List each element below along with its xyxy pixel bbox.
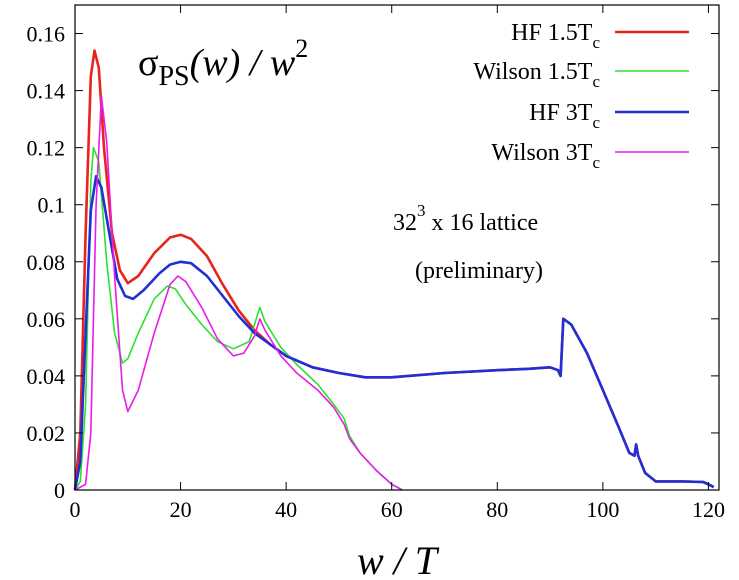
chart-title: σPS(w) / w2 (138, 34, 308, 92)
series-line-2 (74, 146, 403, 491)
x-tick-label: 20 (170, 497, 192, 522)
preliminary-annotation: (preliminary) (415, 258, 543, 284)
y-tick-label: 0.02 (27, 421, 66, 446)
legend-label-3: HF 3Tc (529, 100, 600, 132)
legend-label-2: Wilson 1.5Tc (473, 59, 600, 91)
y-tick-label: 0 (54, 478, 65, 503)
legend-label-4: Wilson 3Tc (491, 140, 600, 172)
x-tick-label: 80 (486, 497, 508, 522)
y-tick-label: 0.12 (27, 136, 66, 161)
y-tick-label: 0.1 (38, 193, 66, 218)
legend-label-1: HF 1.5Tc (511, 20, 600, 52)
x-tick-label: 60 (381, 497, 403, 522)
series-line-4 (74, 95, 403, 491)
x-axis-title: w / T (357, 538, 440, 580)
y-tick-label: 0.04 (27, 364, 66, 389)
y-tick-label: 0.06 (27, 307, 66, 332)
y-tick-label: 0.16 (27, 22, 66, 47)
x-tick-label: 0 (70, 497, 81, 522)
lattice-annotation: 323 x 16 lattice (393, 201, 538, 236)
series-line-3 (73, 174, 715, 491)
y-tick-label: 0.14 (27, 79, 66, 104)
plot-frame (74, 4, 720, 491)
y-tick-label: 0.08 (27, 250, 66, 275)
x-tick-label: 100 (586, 497, 619, 522)
x-tick-label: 40 (275, 497, 297, 522)
x-tick-label: 120 (692, 497, 725, 522)
